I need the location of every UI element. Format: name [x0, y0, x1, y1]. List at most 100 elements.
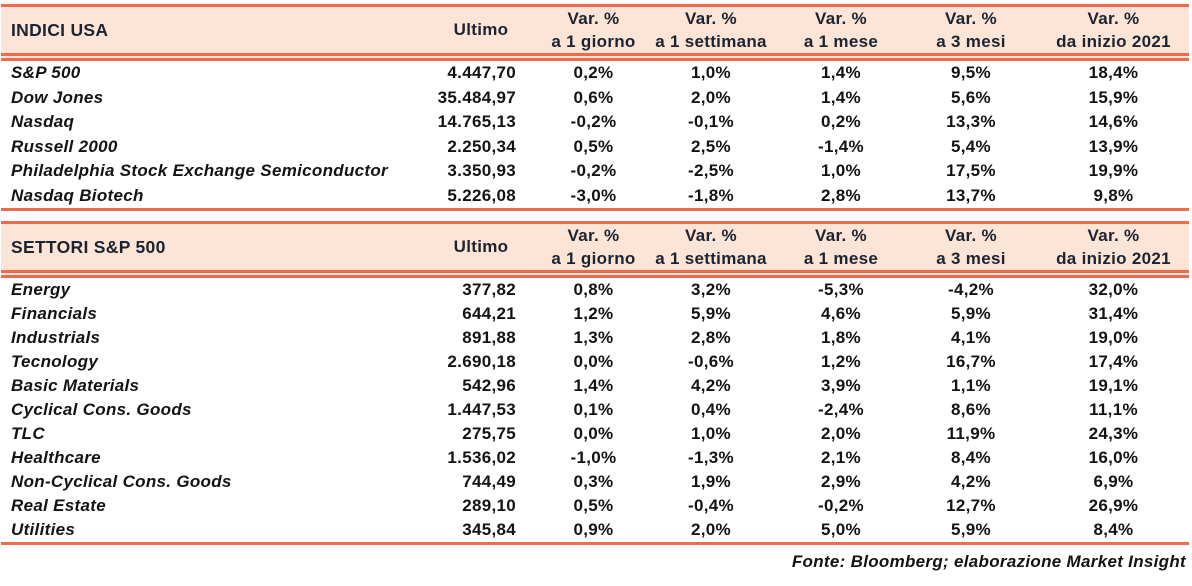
var-pct-cell: -0,2% — [570, 161, 617, 181]
row-label: Tecnology — [11, 352, 99, 371]
row-label: Non-Cyclical Cons. Goods — [11, 472, 232, 491]
period-label: a 1 mese — [803, 249, 879, 268]
var-pct-cell: 8,6% — [951, 400, 991, 419]
var-pct-cell: 1,4% — [821, 63, 861, 83]
table-title: INDICI USA — [11, 19, 109, 40]
var-pct-cell: 2,5% — [691, 136, 731, 156]
table-body: S&P 500 4.447,70 0,2% 1,0% 1,4% 9,5% 18,4% D… — [1, 61, 1189, 208]
var-pct-cell: 1,2% — [573, 304, 614, 323]
var-pct-cell: -1,4% — [818, 136, 864, 156]
var-pct-cell: 16,0% — [1088, 448, 1139, 467]
var-pct-cell: 13,3% — [946, 112, 996, 132]
var-pct-cell: 13,9% — [1088, 136, 1139, 156]
ultimo-cell: 2.250,34 — [447, 136, 516, 156]
var-pct-cell: 19,0% — [1088, 328, 1139, 347]
ultimo-cell: 1.536,02 — [447, 448, 516, 467]
row-label: TLC — [11, 424, 45, 443]
period-label: a 1 settimana — [655, 249, 767, 268]
column-header-var-pct: Var. % da inizio 2021 — [1036, 224, 1191, 270]
var-pct-cell: 3,9% — [821, 376, 861, 395]
var-pct-cell: -4,2% — [948, 280, 994, 299]
var-pct-cell: 0,4% — [691, 400, 731, 419]
var-pct-label: Var. % — [945, 226, 997, 245]
table-row: Russell 2000 2.250,34 0,5% 2,5% -1,4% 5,4% 1… — [1, 135, 1189, 160]
var-pct-cell: -0,2% — [818, 496, 864, 515]
var-pct-cell: 5,9% — [951, 520, 991, 539]
table-row: Dow Jones 35.484,97 0,6% 2,0% 1,4% 5,6% 15,9… — [1, 86, 1189, 111]
ultimo-cell: 5.226,08 — [447, 185, 516, 205]
var-pct-cell: 6,9% — [1093, 472, 1134, 491]
ultimo-cell: 377,82 — [462, 280, 516, 299]
var-pct-cell: 1,4% — [821, 87, 861, 107]
ultimo-cell: 891,88 — [462, 328, 516, 347]
period-label: a 3 mesi — [936, 249, 1006, 268]
table-row: Nasdaq 14.765,13 -0,2% -0,1% 0,2% 13,3% 14,6… — [1, 110, 1189, 135]
var-pct-cell: 1,0% — [691, 424, 731, 443]
var-pct-cell: -5,3% — [818, 280, 864, 299]
var-pct-cell: 19,1% — [1088, 376, 1139, 395]
var-pct-cell: 5,0% — [821, 520, 861, 539]
row-label: Industrials — [11, 328, 101, 347]
var-pct-cell: 0,9% — [573, 520, 614, 539]
var-pct-cell: -2,5% — [688, 161, 734, 181]
var-pct-label: Var. % — [1087, 226, 1140, 245]
header-divider-double-rule — [1, 53, 1189, 61]
var-pct-cell: 24,3% — [1088, 424, 1139, 443]
ultimo-cell: 289,10 — [462, 496, 516, 515]
var-pct-cell: 1,0% — [691, 63, 731, 83]
var-pct-cell: 19,9% — [1088, 161, 1139, 181]
column-header-ultimo: Ultimo — [453, 20, 509, 39]
settori-sp500-table: SETTORI S&P 500 Ultimo Var. % a 1 giorno… — [1, 221, 1189, 545]
period-label: da inizio 2021 — [1056, 249, 1171, 268]
table-row: Energy 377,82 0,8% 3,2% -5,3% -4,2% 32,0% — [1, 278, 1189, 302]
column-header-var-pct: Var. % a 1 settimana — [646, 7, 776, 53]
ultimo-cell: 1.447,53 — [447, 400, 516, 419]
var-pct-cell: 5,9% — [691, 304, 731, 323]
var-pct-cell: 1,3% — [573, 328, 614, 347]
var-pct-cell: 9,5% — [951, 63, 991, 83]
row-label: Real Estate — [11, 496, 106, 515]
table-row: Utilities 345,84 0,9% 2,0% 5,0% 5,9% 8,4% — [1, 518, 1189, 542]
var-pct-cell: -3,0% — [570, 185, 617, 205]
row-label: Philadelphia Stock Exchange Semiconducto… — [11, 161, 388, 181]
var-pct-cell: 32,0% — [1088, 280, 1139, 299]
table-row: Basic Materials 542,96 1,4% 4,2% 3,9% 1,1% 1… — [1, 374, 1189, 398]
var-pct-cell: 13,7% — [946, 185, 996, 205]
row-label: Energy — [11, 280, 71, 299]
var-pct-label: Var. % — [567, 226, 620, 245]
var-pct-cell: -1,3% — [688, 448, 734, 467]
var-pct-label: Var. % — [567, 9, 620, 28]
ultimo-cell: 3.350,93 — [447, 161, 516, 181]
var-pct-cell: 11,1% — [1089, 400, 1138, 419]
var-pct-cell: 1,1% — [951, 376, 991, 395]
table-row: Real Estate 289,10 0,5% -0,4% -0,2% 12,7% 26… — [1, 494, 1189, 518]
column-header-var-pct: Var. % a 1 giorno — [541, 224, 646, 270]
tables-root: INDICI USA Ultimo Var. % a 1 giorno Var.… — [1, 4, 1189, 545]
var-pct-cell: 31,4% — [1088, 304, 1139, 323]
var-pct-cell: 2,9% — [821, 472, 861, 491]
table-row: Nasdaq Biotech 5.226,08 -3,0% -1,8% 2,8% 13… — [1, 184, 1189, 209]
var-pct-cell: 3,2% — [691, 280, 731, 299]
period-label: a 1 giorno — [551, 32, 636, 51]
var-pct-cell: -0,2% — [570, 112, 617, 132]
ultimo-cell: 2.690,18 — [447, 352, 516, 371]
column-header-var-pct: Var. % a 1 giorno — [541, 7, 646, 53]
var-pct-cell: 0,5% — [573, 496, 614, 515]
var-pct-cell: -0,1% — [688, 112, 734, 132]
ultimo-cell: 644,21 — [462, 304, 516, 323]
table-title: SETTORI S&P 500 — [11, 236, 166, 257]
row-label: Nasdaq — [11, 112, 75, 132]
var-pct-cell: 9,8% — [1093, 185, 1134, 205]
var-pct-cell: 0,2% — [573, 63, 614, 83]
var-pct-cell: 14,6% — [1088, 112, 1139, 132]
column-header-var-pct: Var. % a 1 settimana — [646, 224, 776, 270]
period-label: a 1 mese — [803, 32, 879, 51]
var-pct-cell: 18,4% — [1088, 63, 1139, 83]
row-label: S&P 500 — [11, 63, 81, 83]
var-pct-label: Var. % — [815, 9, 867, 28]
var-pct-cell: 1,8% — [821, 328, 861, 347]
var-pct-cell: 2,0% — [691, 520, 731, 539]
var-pct-cell: 5,6% — [951, 87, 991, 107]
row-label: Russell 2000 — [11, 136, 118, 156]
var-pct-cell: 4,1% — [951, 328, 991, 347]
